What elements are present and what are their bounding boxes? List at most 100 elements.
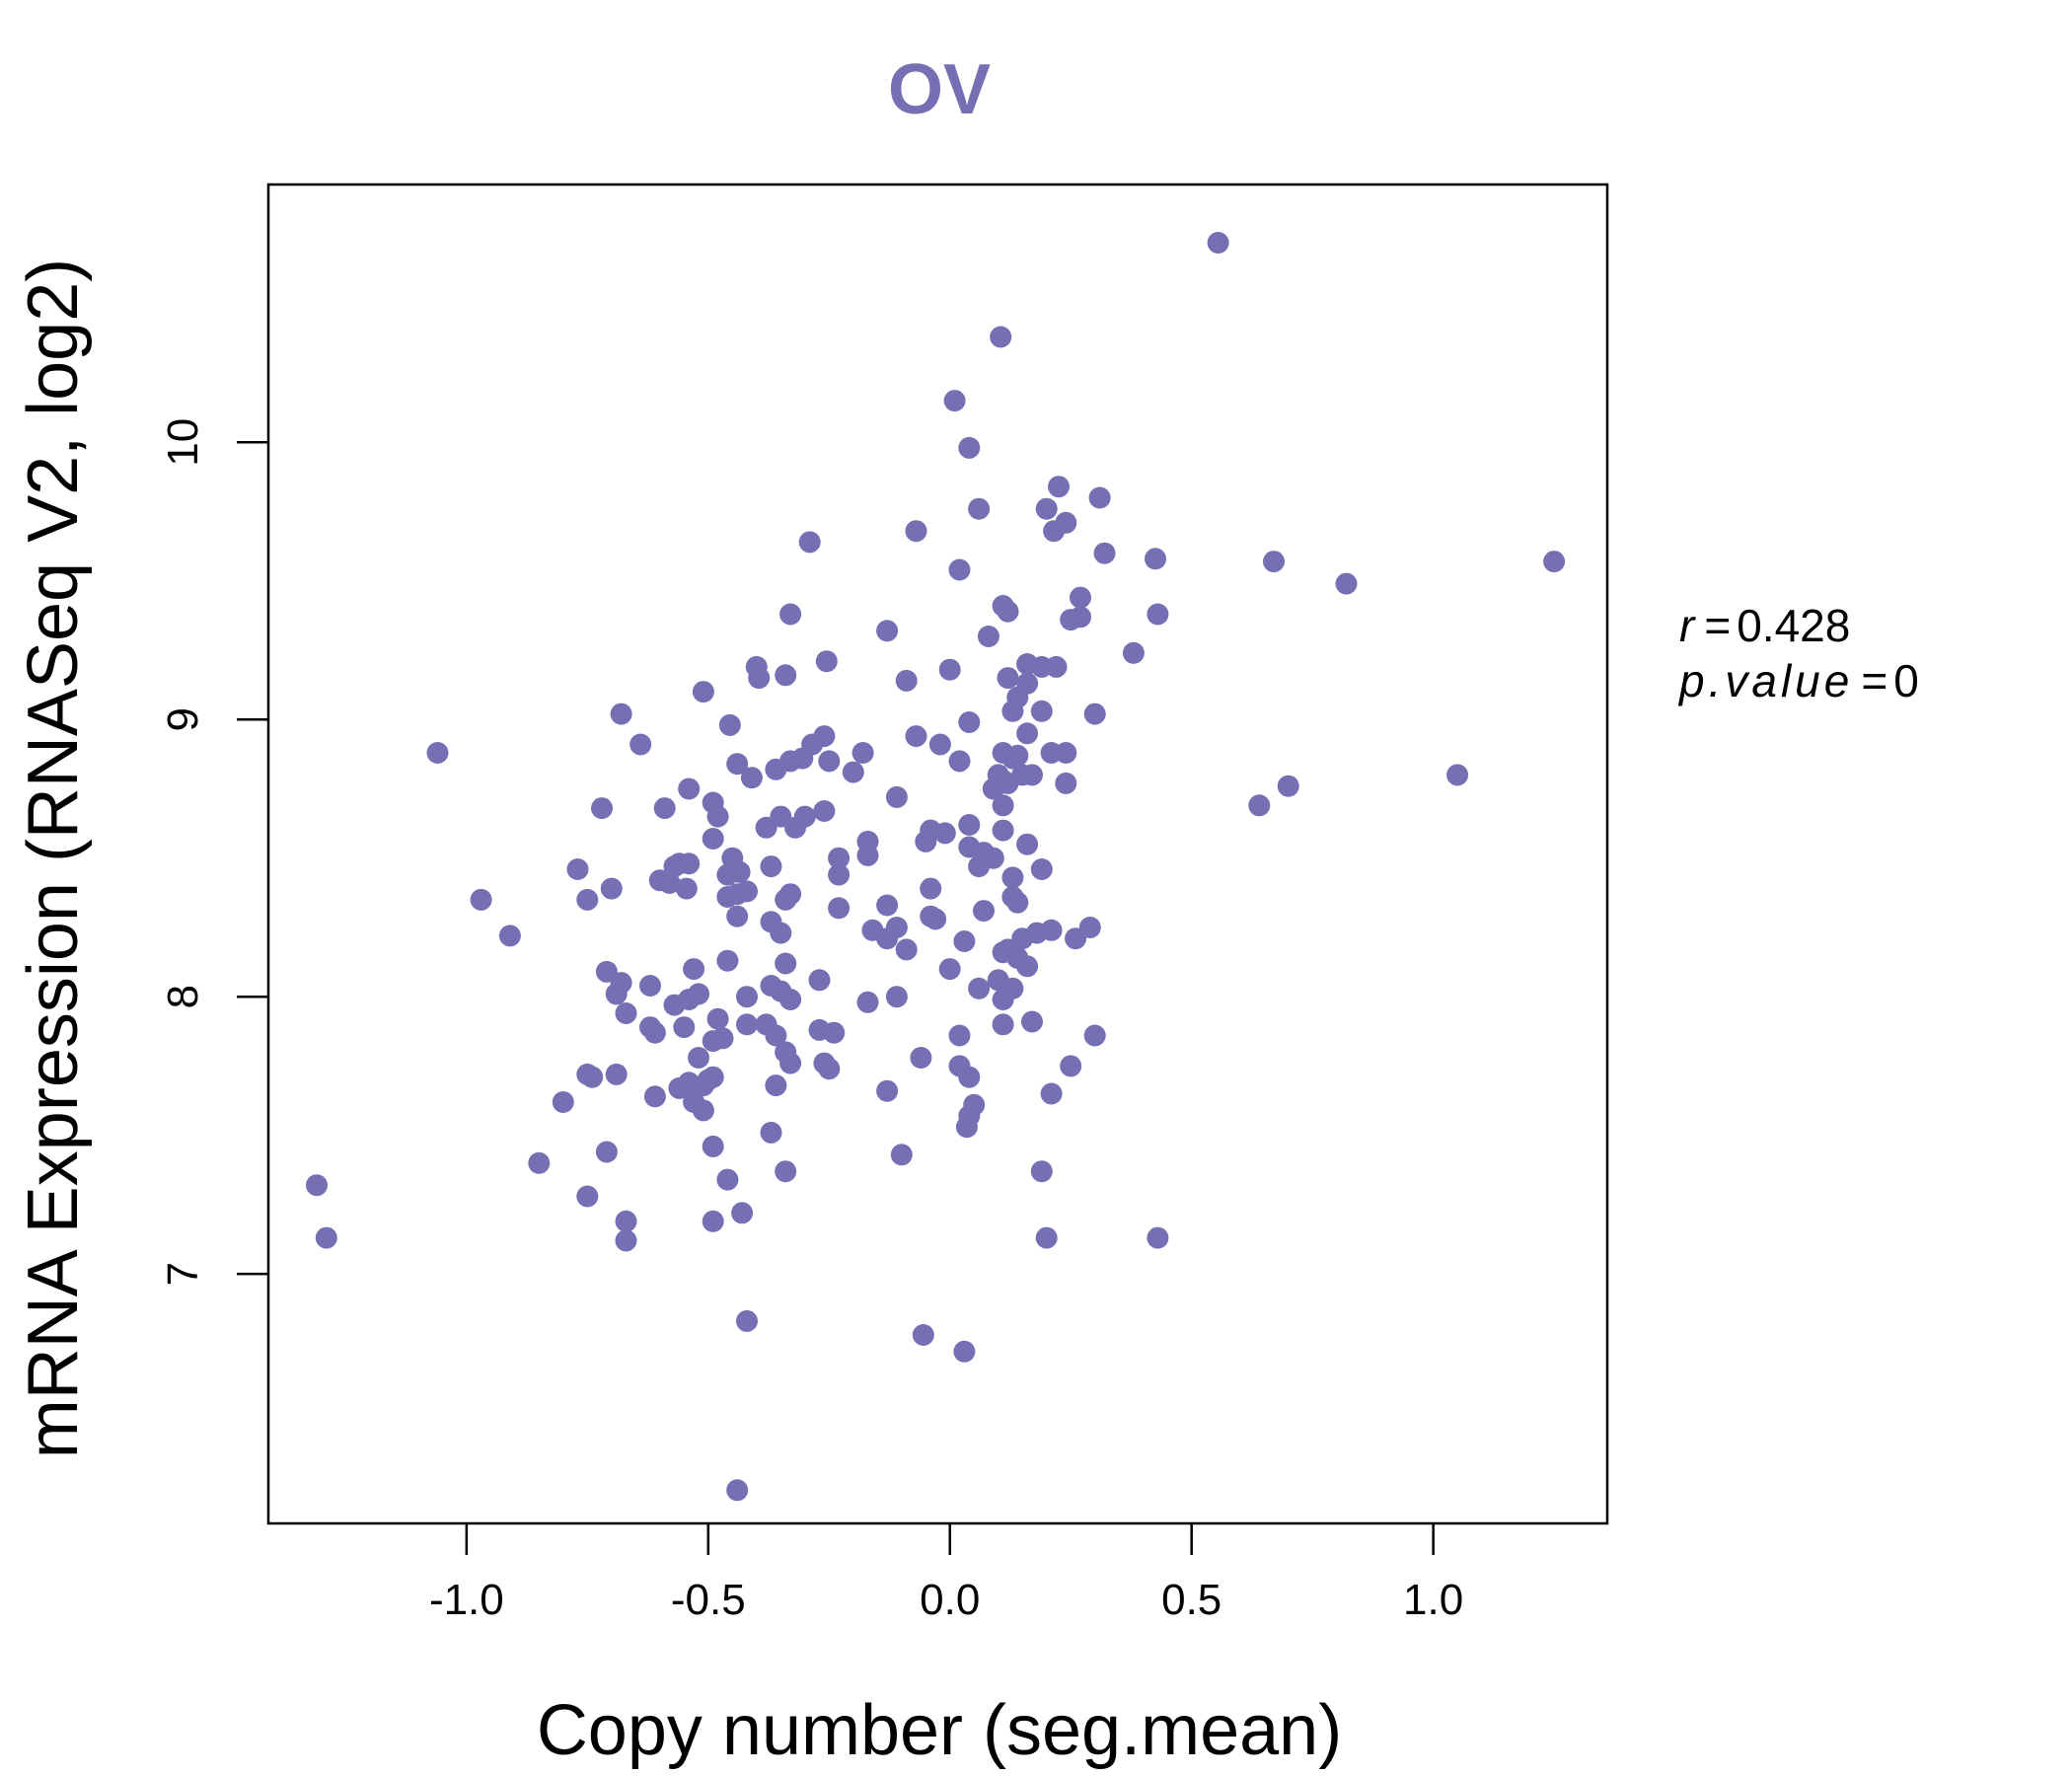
data-point (1446, 764, 1469, 786)
data-point (1048, 476, 1070, 498)
data-point (760, 1121, 782, 1144)
data-point (1277, 775, 1299, 797)
data-point (668, 1076, 691, 1099)
data-point (779, 1052, 802, 1074)
data-point (315, 1226, 337, 1249)
data-point (591, 797, 613, 820)
data-point (1001, 700, 1024, 722)
data-point (798, 531, 821, 554)
stats-annotation: r = 0.428 p.value = 0 (1677, 600, 1919, 706)
data-point (702, 828, 724, 850)
data-point (775, 888, 797, 911)
data-point (1335, 572, 1358, 595)
data-point (968, 855, 991, 878)
data-point (736, 986, 758, 1008)
data-point (1147, 1226, 1169, 1249)
data-point (740, 767, 763, 789)
data-point (982, 777, 1004, 800)
data-point (736, 1309, 758, 1332)
data-point (895, 938, 918, 961)
points-layer (306, 232, 1566, 1502)
p-stat: p.value = 0 (1677, 655, 1919, 706)
data-point (851, 742, 874, 764)
x-tick-label: 1.0 (1403, 1576, 1463, 1624)
data-point (1543, 551, 1566, 573)
data-point (765, 758, 787, 780)
data-point (784, 816, 806, 839)
data-point (1122, 641, 1145, 664)
data-point (905, 725, 927, 748)
chart-title: OV (888, 50, 991, 129)
data-point (1030, 858, 1053, 880)
data-point (678, 777, 701, 800)
data-point (815, 650, 838, 673)
data-point (731, 1202, 754, 1224)
p-label: p.value (1677, 655, 1853, 706)
data-point (905, 520, 927, 543)
data-point (643, 1085, 666, 1108)
data-point (1093, 542, 1116, 564)
data-point (629, 733, 652, 756)
data-point (639, 975, 661, 997)
data-point (615, 1002, 637, 1024)
data-point (1001, 747, 1024, 770)
data-point (1207, 232, 1229, 254)
data-point (958, 436, 981, 459)
data-point (692, 681, 714, 703)
data-point (958, 814, 981, 836)
data-point (426, 742, 449, 764)
data-point (678, 852, 701, 875)
data-point (765, 1074, 787, 1097)
data-point (706, 1007, 729, 1030)
data-point (955, 1116, 978, 1139)
data-point (653, 797, 676, 820)
data-point (726, 1479, 749, 1502)
data-point (895, 669, 918, 692)
data-point (856, 844, 879, 866)
x-axis-title: Copy number (seg.mean) (537, 1691, 1342, 1770)
data-point (770, 922, 792, 944)
data-point (1248, 794, 1271, 817)
p-value: 0 (1893, 655, 1919, 706)
data-point (552, 1091, 574, 1113)
data-point (643, 1021, 666, 1044)
data-point (1083, 1024, 1106, 1047)
data-point (692, 1074, 714, 1097)
data-point (675, 877, 698, 900)
data-point (779, 603, 802, 626)
data-point (615, 1229, 637, 1252)
data-point (678, 989, 701, 1010)
data-point (755, 816, 777, 839)
data-point (885, 986, 908, 1008)
data-point (842, 761, 864, 783)
data-point (605, 1063, 628, 1085)
data-point (760, 855, 782, 878)
data-point (876, 894, 899, 917)
data-point (615, 1210, 637, 1232)
r-value: 0.428 (1737, 600, 1850, 651)
data-point (1001, 866, 1024, 889)
data-point (948, 1024, 971, 1047)
x-tick-label: -1.0 (429, 1576, 504, 1624)
data-point (306, 1174, 328, 1197)
data-point (673, 1016, 696, 1039)
data-point (992, 794, 1014, 817)
data-point (808, 969, 831, 992)
data-point (736, 1013, 758, 1036)
data-point (716, 949, 739, 972)
data-point (1045, 655, 1068, 678)
data-point (920, 877, 942, 900)
data-point (977, 626, 999, 647)
data-point (885, 785, 908, 808)
data-point (1083, 703, 1106, 725)
data-point (748, 667, 771, 690)
data-point (948, 558, 971, 581)
data-point (1263, 551, 1285, 573)
data-point (716, 886, 739, 908)
data-point (912, 1324, 934, 1346)
data-point (876, 1079, 899, 1102)
data-point (1035, 1226, 1058, 1249)
y-tick-label: 9 (159, 707, 207, 731)
data-point (1060, 1055, 1082, 1077)
